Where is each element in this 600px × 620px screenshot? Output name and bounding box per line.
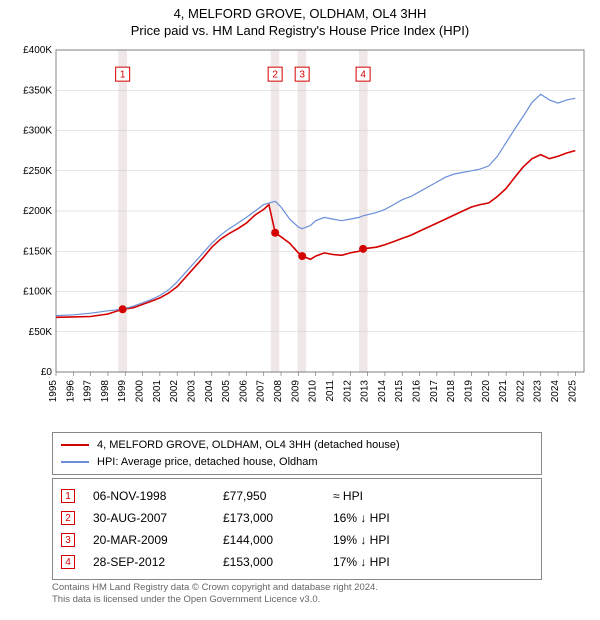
legend-label: 4, MELFORD GROVE, OLDHAM, OL4 3HH (detac… [97,437,400,454]
title-block: 4, MELFORD GROVE, OLDHAM, OL4 3HH Price … [0,0,600,40]
event-badge: 1 [61,489,75,503]
event-price: £144,000 [223,533,333,547]
event-row: 4 28-SEP-2012£153,00017% ↓ HPI [61,551,533,573]
legend-swatch [61,461,89,463]
svg-text:£250K: £250K [23,166,52,177]
footnote-line-2: This data is licensed under the Open Gov… [52,594,552,606]
legend-row: 4, MELFORD GROVE, OLDHAM, OL4 3HH (detac… [61,437,533,454]
svg-text:£400K: £400K [23,45,52,56]
svg-text:2001: 2001 [152,380,163,403]
event-date: 20-MAR-2009 [93,533,223,547]
event-delta: ≈ HPI [333,489,363,503]
legend-swatch [61,444,89,446]
svg-text:£0: £0 [41,367,53,378]
svg-text:2009: 2009 [290,380,301,403]
legend-label: HPI: Average price, detached house, Oldh… [97,454,318,471]
event-badge: 3 [61,533,75,547]
svg-text:£350K: £350K [23,85,52,96]
event-row: 2 30-AUG-2007£173,00016% ↓ HPI [61,507,533,529]
subtitle: Price paid vs. HM Land Registry's House … [0,23,600,38]
svg-text:£300K: £300K [23,126,52,137]
event-badge: 4 [61,555,75,569]
footnote: Contains HM Land Registry data © Crown c… [52,582,552,607]
event-row: 1 06-NOV-1998£77,950≈ HPI [61,485,533,507]
svg-text:1996: 1996 [65,380,76,403]
footnote-line-1: Contains HM Land Registry data © Crown c… [52,582,552,594]
event-price: £173,000 [223,511,333,525]
svg-text:3: 3 [299,70,305,81]
svg-text:1995: 1995 [48,380,59,403]
svg-text:2012: 2012 [342,380,353,403]
chart: £0 £50K £100K £150K £200K £250K £300K £350K £400… [10,44,590,424]
svg-text:2000: 2000 [135,380,146,403]
svg-text:2021: 2021 [498,380,509,403]
svg-text:2015: 2015 [394,380,405,403]
svg-text:£200K: £200K [23,206,52,217]
svg-text:2: 2 [272,70,278,81]
svg-text:1: 1 [120,70,126,81]
svg-text:2003: 2003 [186,380,197,403]
event-date: 28-SEP-2012 [93,555,223,569]
chart-container: 4, MELFORD GROVE, OLDHAM, OL4 3HH Price … [0,0,600,620]
svg-text:2011: 2011 [325,380,336,402]
svg-text:2018: 2018 [446,380,457,403]
svg-text:2025: 2025 [567,380,578,403]
event-delta: 17% ↓ HPI [333,555,390,569]
marker-dot [359,245,367,253]
svg-text:2004: 2004 [204,380,215,403]
marker-dot [271,229,279,237]
svg-text:2020: 2020 [481,380,492,403]
svg-text:1999: 1999 [117,380,128,403]
svg-text:2017: 2017 [429,380,440,403]
chart-svg: £0 £50K £100K £150K £200K £250K £300K £350K £400… [10,44,590,424]
marker-dot [298,252,306,260]
svg-text:2013: 2013 [360,380,371,403]
svg-text:2002: 2002 [169,380,180,403]
svg-text:2007: 2007 [256,380,267,403]
svg-text:1997: 1997 [83,380,94,403]
event-badge: 2 [61,511,75,525]
svg-text:2023: 2023 [533,380,544,403]
event-price: £153,000 [223,555,333,569]
event-date: 30-AUG-2007 [93,511,223,525]
event-row: 3 20-MAR-2009£144,00019% ↓ HPI [61,529,533,551]
svg-text:2019: 2019 [463,380,474,403]
legend-row: HPI: Average price, detached house, Oldh… [61,454,533,471]
svg-text:2016: 2016 [412,380,423,403]
events-table: 1 06-NOV-1998£77,950≈ HPI 2 30-AUG-2007£173… [52,478,542,580]
svg-text:£100K: £100K [23,287,52,298]
svg-text:£50K: £50K [29,327,53,338]
svg-text:£150K: £150K [23,246,52,257]
svg-text:2024: 2024 [550,380,561,403]
marker-dot [119,305,127,313]
legend: 4, MELFORD GROVE, OLDHAM, OL4 3HH (detac… [52,432,542,475]
address-title: 4, MELFORD GROVE, OLDHAM, OL4 3HH [0,6,600,21]
event-delta: 19% ↓ HPI [333,533,390,547]
event-price: £77,950 [223,489,333,503]
svg-text:2006: 2006 [238,380,249,403]
svg-text:2010: 2010 [308,380,319,403]
svg-text:2005: 2005 [221,380,232,403]
event-date: 06-NOV-1998 [93,489,223,503]
svg-text:1998: 1998 [100,380,111,403]
svg-text:2022: 2022 [515,380,526,403]
svg-text:2008: 2008 [273,380,284,403]
event-delta: 16% ↓ HPI [333,511,390,525]
svg-text:4: 4 [360,70,366,81]
svg-text:2014: 2014 [377,380,388,403]
